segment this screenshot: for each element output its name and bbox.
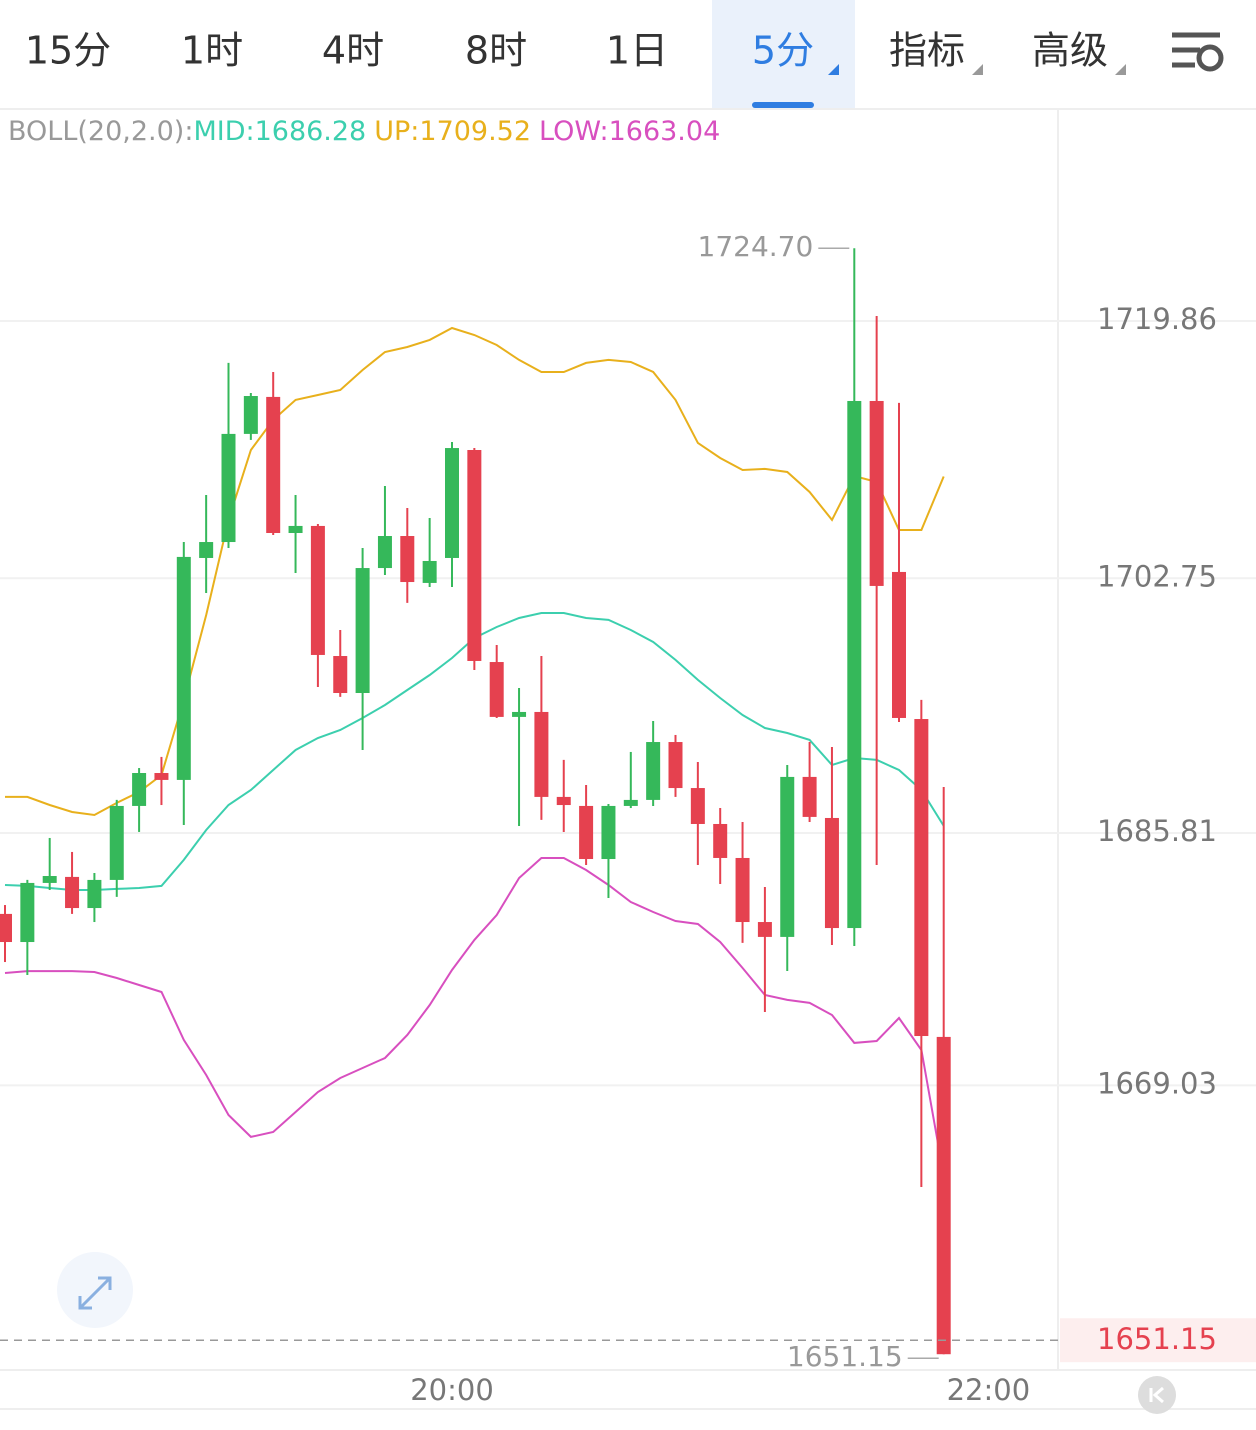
- tab[interactable]: 8时: [465, 29, 527, 73]
- candle-body: [266, 396, 281, 534]
- tab[interactable]: 1时: [181, 29, 243, 73]
- candle-body: [199, 542, 214, 558]
- candle-body: [109, 805, 124, 880]
- indicator-label: BOLL(20,2.0):: [8, 116, 193, 147]
- y-tick-label: 1702.75: [1097, 559, 1217, 593]
- candle-body: [400, 536, 415, 583]
- candle-body: [377, 536, 392, 569]
- candle-body: [65, 876, 80, 909]
- legend-entry: UP:1709.52: [374, 116, 531, 147]
- candle-body: [869, 400, 884, 586]
- candle-body: [623, 799, 638, 806]
- dropdown-arrow: [828, 64, 839, 75]
- candle-body: [221, 433, 236, 543]
- indicator-header: BOLL(20,2.0):MID:1686.28 UP:1709.52 LOW:16…: [8, 116, 720, 147]
- max-marker-label: 1724.70: [698, 230, 814, 263]
- boll-line: [4, 857, 945, 1176]
- candle-body: [757, 922, 772, 937]
- candle-body: [847, 400, 862, 929]
- candle-body: [288, 525, 303, 534]
- candle-body: [20, 882, 35, 943]
- candle-body: [42, 876, 57, 883]
- scroll-end-button[interactable]: [1138, 1376, 1176, 1414]
- tab[interactable]: 1日: [606, 29, 668, 73]
- candle-body: [489, 662, 504, 717]
- candle-body: [333, 656, 348, 694]
- y-tick-label: 1685.81: [1097, 814, 1217, 848]
- x-tick-label: 22:00: [947, 1373, 1031, 1407]
- candle-body: [802, 776, 817, 817]
- min-marker-label: 1651.15: [787, 1340, 903, 1373]
- active-tab-bg: [712, 0, 855, 108]
- candle-body: [780, 776, 795, 937]
- candle-body: [892, 571, 906, 718]
- candle-body: [735, 857, 750, 923]
- candle-body: [690, 788, 705, 824]
- candle-body: [936, 1036, 951, 1355]
- candle-body: [534, 711, 549, 797]
- candle-body: [154, 773, 169, 780]
- x-tick-label: 20:00: [410, 1373, 494, 1407]
- fullscreen-button[interactable]: [57, 1252, 133, 1328]
- candle-body: [243, 396, 258, 434]
- legend-entry: MID:1686.28: [193, 116, 366, 147]
- dropdown-arrow: [972, 64, 983, 75]
- active-tab-underline: [752, 102, 814, 108]
- candle-body: [556, 796, 571, 806]
- y-tick-label: 1669.03: [1097, 1066, 1217, 1100]
- candle-body: [355, 568, 370, 694]
- candle-body: [914, 719, 929, 1037]
- tab[interactable]: 高级: [1032, 29, 1108, 73]
- legend-entry: LOW:1663.04: [539, 116, 720, 147]
- candle-body: [512, 711, 527, 717]
- tab[interactable]: 4时: [322, 29, 384, 73]
- dropdown-arrow: [1115, 64, 1126, 75]
- candle-body: [422, 560, 437, 583]
- y-tick-label: 1719.86: [1097, 302, 1217, 336]
- last-price-box: [1060, 1318, 1256, 1363]
- candle-body: [445, 448, 459, 558]
- tab[interactable]: 指标: [889, 29, 965, 73]
- tab[interactable]: 5分: [752, 29, 814, 73]
- candle-body: [579, 805, 594, 860]
- candle-body: [0, 913, 12, 943]
- candle-body: [646, 742, 661, 800]
- candle-body: [467, 450, 482, 661]
- candle-body: [601, 805, 616, 860]
- candle-body: [310, 525, 325, 655]
- tab[interactable]: 15分: [25, 29, 111, 73]
- candle-body: [87, 879, 102, 909]
- last-price-label: 1651.15: [1097, 1322, 1217, 1356]
- candle-body: [713, 823, 728, 858]
- settings-icon[interactable]: [1172, 32, 1224, 72]
- candle-body: [176, 556, 191, 780]
- candle-body: [824, 817, 839, 929]
- candle-body: [132, 773, 147, 806]
- candle-body: [668, 742, 683, 789]
